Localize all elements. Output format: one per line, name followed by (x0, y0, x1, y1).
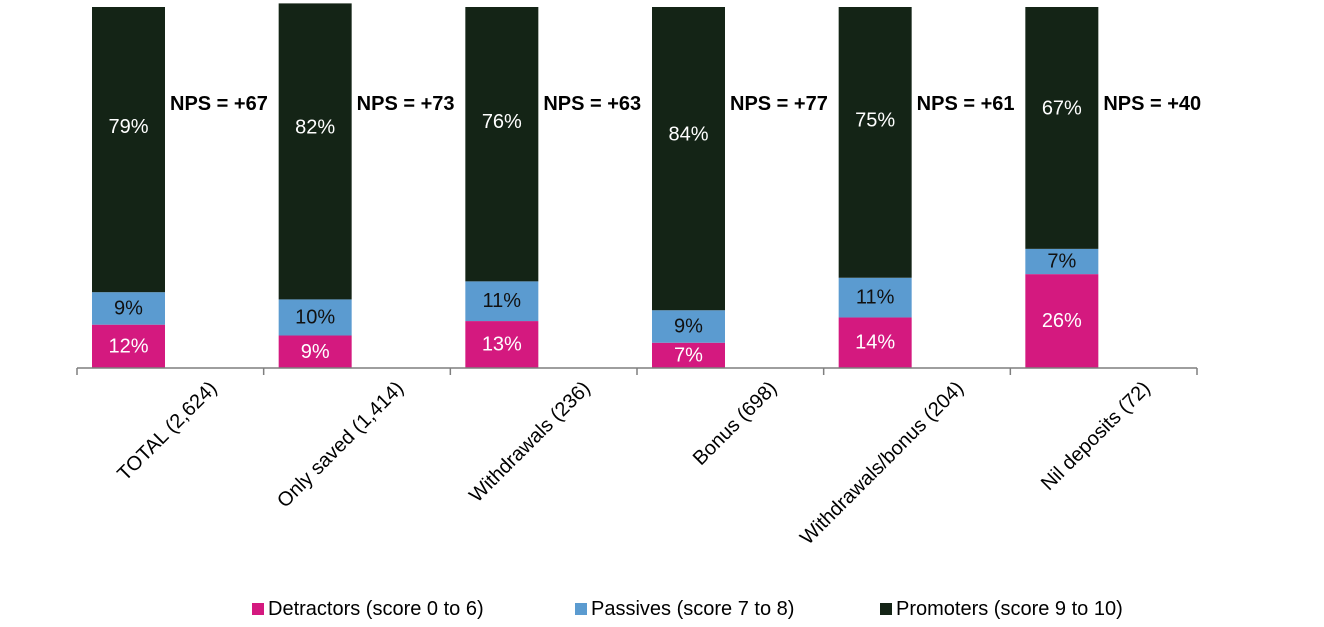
data-label: 14% (855, 332, 895, 354)
data-label: 9% (674, 315, 703, 337)
bar-segment-detractors (92, 324, 165, 368)
x-tick-label: TOTAL (2,624) (113, 377, 221, 485)
nps-label: NPS = +40 (1103, 93, 1201, 115)
x-tick-label: Withdrawals/bonus (204) (796, 377, 968, 549)
x-tick-label: Only saved (1,414) (273, 377, 408, 512)
nps-label: NPS = +61 (917, 93, 1015, 115)
bar-segment-promoters (92, 7, 165, 293)
data-label: 67% (1042, 98, 1082, 120)
nps-labels: NPS = +67 NPS = +73 NPS = +63 NPS = +77 NPS … (170, 93, 1201, 115)
bar-segment-promoters (838, 7, 912, 278)
data-label: 26% (1042, 310, 1082, 332)
legend: Detractors (score 0 to 6) Passives (score… (252, 598, 1123, 620)
bar-segment-passives (278, 299, 352, 336)
bar-group: 12% 9% 79% 9% 10% 82% 13% 11% 76% 7% 9% 84% 14% 11% 75… (92, 3, 1099, 368)
x-tick-label: Nil deposits (72) (1037, 377, 1155, 495)
nps-label: NPS = +77 (730, 93, 828, 115)
legend-label: Promoters (score 9 to 10) (896, 598, 1123, 620)
nps-label: NPS = +63 (543, 93, 641, 115)
data-label: 79% (108, 116, 148, 138)
bar-segment-promoters (652, 7, 725, 311)
bar-segment-passives (652, 310, 725, 343)
x-tick-label: Bonus (698) (689, 377, 782, 470)
data-label: 7% (1047, 251, 1076, 273)
legend-label: Detractors (score 0 to 6) (268, 598, 484, 620)
bar-segment-passives (838, 277, 912, 318)
data-label: 9% (301, 341, 330, 363)
bar-segment-promoters (465, 7, 539, 282)
legend-label: Passives (score 7 to 8) (591, 598, 794, 620)
data-label: 13% (482, 334, 522, 356)
data-label: 12% (108, 335, 148, 357)
data-label: 7% (674, 344, 703, 366)
legend-swatch (575, 603, 587, 615)
bar-segment-detractors (1025, 274, 1099, 368)
data-label: 82% (295, 117, 335, 139)
data-label: 84% (668, 123, 708, 145)
bar-segment-promoters (278, 3, 352, 300)
x-tick-labels: TOTAL (2,624) Only saved (1,414) Withdrawa… (113, 377, 1154, 549)
legend-swatch (252, 603, 264, 615)
nps-label: NPS = +73 (357, 93, 455, 115)
data-label: 11% (483, 290, 522, 312)
legend-swatch (880, 603, 892, 615)
data-label: 10% (295, 306, 335, 328)
bar-segment-promoters (1025, 7, 1099, 249)
bar-segment-passives (465, 281, 539, 322)
x-tick-label: Withdrawals (236) (465, 377, 595, 507)
data-label: 76% (482, 111, 522, 133)
bar-segment-passives (92, 292, 165, 325)
data-label: 75% (855, 110, 895, 132)
nps-label: NPS = +67 (170, 93, 268, 115)
bar-segment-detractors (652, 342, 725, 368)
data-label: 9% (114, 297, 143, 319)
data-label: 11% (856, 287, 895, 309)
bar-segment-detractors (838, 317, 912, 368)
bar-segment-detractors (278, 335, 352, 368)
x-axis (76, 367, 1198, 375)
bar-segment-passives (1025, 248, 1099, 275)
bar-segment-detractors (465, 321, 539, 368)
